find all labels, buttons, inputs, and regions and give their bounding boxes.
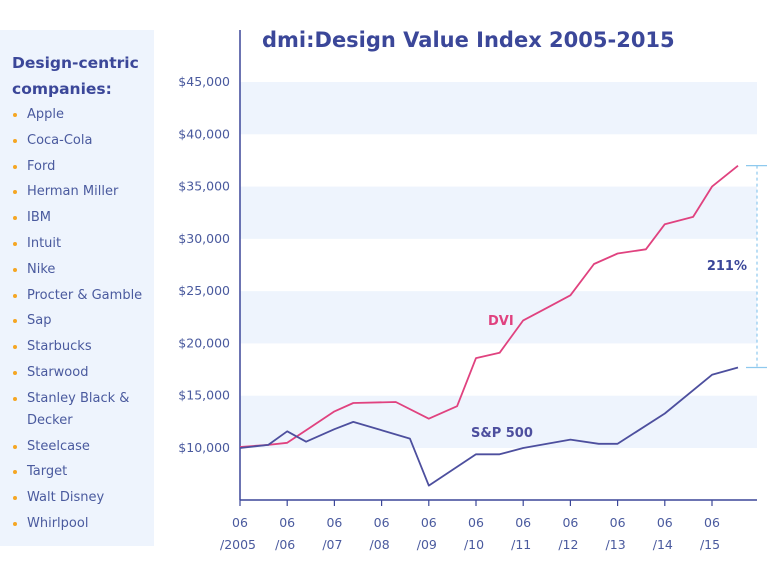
bullet-icon bbox=[13, 190, 17, 195]
series-line bbox=[239, 366, 739, 487]
company-name: Apple bbox=[27, 107, 65, 122]
x-tick-label: /06 bbox=[275, 537, 295, 552]
bullet-icon bbox=[13, 470, 17, 475]
company-item: Coca-Cola bbox=[12, 130, 152, 152]
company-item: Apple bbox=[12, 104, 152, 126]
chart-title: dmi:Design Value Index 2005-2015 bbox=[262, 28, 675, 52]
company-name: Whirlpool bbox=[27, 515, 89, 531]
company-name: Herman Miller bbox=[27, 184, 119, 200]
x-tick-label: 06 bbox=[279, 515, 295, 530]
grid-band bbox=[240, 395, 757, 448]
x-tick-label: /15 bbox=[700, 537, 720, 552]
company-item: Nike bbox=[12, 259, 152, 281]
company-item: Procter & Gamble bbox=[12, 285, 152, 307]
x-tick-label: /11 bbox=[511, 537, 531, 552]
bullet-icon bbox=[13, 521, 17, 526]
company-item: Target bbox=[12, 461, 152, 483]
company-item: Starwood bbox=[12, 362, 152, 384]
company-item: Sap bbox=[12, 310, 152, 332]
company-name: Stanley Black & Decker bbox=[27, 390, 130, 428]
series-line bbox=[239, 164, 739, 448]
x-tick-label: 06 bbox=[374, 515, 390, 530]
x-tick-label: 06 bbox=[326, 515, 342, 530]
bullet-icon bbox=[13, 164, 17, 169]
company-name: Procter & Gamble bbox=[27, 287, 143, 303]
x-tick-label: /09 bbox=[417, 537, 437, 552]
company-item: Steelcase bbox=[12, 436, 152, 458]
growth-annotation: 211% bbox=[707, 259, 747, 274]
y-tick-label: $30,000 bbox=[178, 231, 230, 246]
bullet-icon bbox=[13, 370, 17, 375]
x-tick-label: /10 bbox=[464, 537, 484, 552]
y-tick-label: $45,000 bbox=[178, 74, 230, 89]
background-bands bbox=[240, 82, 757, 448]
y-axis-ticks: $10,000 $15,000 $20,000 $25,000 $30,000 $35,0… bbox=[178, 74, 230, 455]
grid-band bbox=[240, 186, 757, 239]
company-name: Intuit bbox=[27, 235, 62, 251]
x-tick-label: 06 bbox=[515, 515, 531, 530]
company-name: Steelcase bbox=[27, 438, 90, 454]
company-name: Sap bbox=[27, 313, 52, 329]
annotation-bg bbox=[707, 252, 753, 276]
company-name: Nike bbox=[27, 261, 56, 277]
company-name: Walt Disney bbox=[27, 490, 105, 506]
company-item: IBM bbox=[12, 207, 152, 229]
company-sidebar: Design-centric companies: Apple Coca-Cola… bbox=[0, 30, 154, 546]
x-tick-label: 06 bbox=[704, 515, 720, 530]
company-name: IBM bbox=[27, 210, 51, 226]
x-tick-label: /2005 bbox=[220, 537, 256, 552]
bullet-icon bbox=[13, 396, 17, 401]
bullet-icon bbox=[13, 293, 17, 298]
company-name: Ford bbox=[27, 158, 56, 174]
grid-band bbox=[240, 291, 757, 344]
x-tick-label: /07 bbox=[322, 537, 342, 552]
x-tick-label: /12 bbox=[558, 537, 578, 552]
bullet-icon bbox=[13, 345, 17, 350]
x-tick-label: 06 bbox=[562, 515, 578, 530]
bullet-icon bbox=[13, 216, 17, 221]
company-list: Apple Coca-Cola Ford Herman Miller IBM Intuit… bbox=[12, 104, 152, 539]
y-tick-label: $15,000 bbox=[178, 388, 230, 403]
x-tick-label: 06 bbox=[468, 515, 484, 530]
x-axis-ticks: 06/2005 06/06 06/07 06/08 06/09 06/10 06/11 06 /… bbox=[220, 500, 720, 552]
bullet-icon bbox=[13, 113, 17, 117]
annotations: 211% bbox=[707, 165, 767, 369]
series-label: S&P 500 bbox=[471, 426, 533, 441]
bullet-icon bbox=[13, 496, 17, 501]
x-tick-label: /14 bbox=[653, 537, 673, 552]
sidebar-title: Design-centric companies: bbox=[12, 54, 139, 98]
y-tick-label: $40,000 bbox=[178, 126, 230, 141]
company-name: Starbucks bbox=[27, 339, 92, 355]
company-item: Walt Disney bbox=[12, 487, 152, 509]
x-tick-label: /08 bbox=[370, 537, 390, 552]
bullet-icon bbox=[13, 138, 17, 143]
company-name: Coca-Cola bbox=[27, 132, 93, 148]
y-tick-label: $35,000 bbox=[178, 179, 230, 194]
series-lines: DVI S&P 500 bbox=[239, 164, 739, 487]
x-tick-label: 06 bbox=[421, 515, 437, 530]
bullet-icon bbox=[13, 241, 17, 246]
series-label: DVI bbox=[488, 314, 514, 329]
company-item: Whirlpool bbox=[12, 513, 152, 535]
y-tick-label: $25,000 bbox=[178, 283, 230, 298]
x-tick-label: 06 bbox=[610, 515, 626, 530]
x-tick-label: 06 bbox=[232, 515, 248, 530]
y-tick-label: $10,000 bbox=[178, 440, 230, 455]
company-item: Stanley Black & Decker bbox=[12, 388, 152, 432]
company-name: Target bbox=[27, 464, 68, 480]
bullet-icon bbox=[13, 444, 17, 449]
x-tick-label: /13 bbox=[606, 537, 626, 552]
bullet-icon bbox=[13, 319, 17, 324]
company-name: Starwood bbox=[27, 364, 89, 380]
company-item: Herman Miller bbox=[12, 181, 152, 203]
company-item: Ford bbox=[12, 156, 152, 178]
grid-band bbox=[240, 82, 757, 135]
y-tick-label: $20,000 bbox=[178, 335, 230, 350]
bullet-icon bbox=[13, 267, 17, 272]
x-tick-label: 06 bbox=[657, 515, 673, 530]
company-item: Starbucks bbox=[12, 336, 152, 358]
company-item: Intuit bbox=[12, 233, 152, 255]
